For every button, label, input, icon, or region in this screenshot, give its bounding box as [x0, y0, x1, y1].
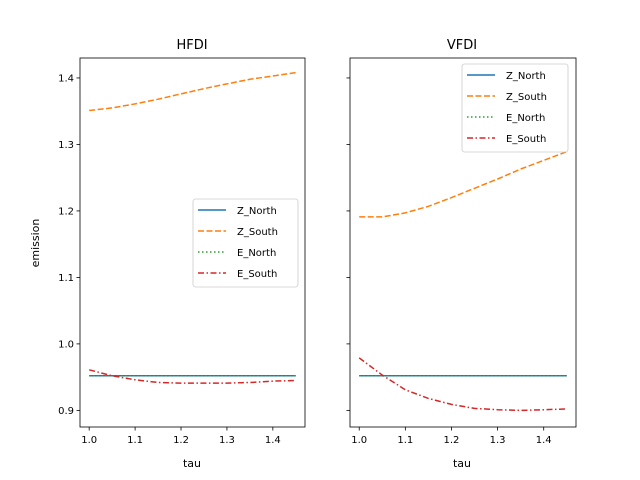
- vfdi-x-tick-label: 1.3: [490, 435, 506, 446]
- hfdi-y-tick-label: 1.4: [58, 73, 74, 84]
- hfdi-legend-label-z-south: Z_South: [237, 227, 278, 238]
- hfdi-y-tick-label: 0.9: [58, 406, 74, 417]
- hfdi-legend-label-e-south: E_South: [237, 269, 277, 280]
- hfdi-y-tick-label: 1.0: [58, 339, 74, 350]
- vfdi-x-tick-label: 1.1: [397, 435, 413, 446]
- vfdi-series-z-south-line: [359, 150, 568, 218]
- hfdi-legend-box: [192, 198, 299, 288]
- hfdi-series-z-south-line: [89, 71, 296, 112]
- hfdi-y-tick-label: 1.1: [58, 273, 74, 284]
- hfdi-panel: HFDI tau emission 1.0 1.1 1.2 1.3 1.4 0.9 1.0 1…: [29, 38, 306, 470]
- hfdi-legend-label-e-north: E_North: [237, 248, 276, 259]
- vfdi-series-e-south-line: [358, 357, 567, 412]
- hfdi-y-tick-label: 1.3: [58, 140, 74, 151]
- vfdi-legend-label-e-north: E_North: [506, 113, 545, 124]
- vfdi-panel: VFDI tau 1.0 1.1 1.2 1.3 1.4 Z_North Z_South E_…: [346, 38, 577, 470]
- hfdi-legend-label-z-north: Z_North: [237, 206, 277, 217]
- vfdi-legend-label-z-north: Z_North: [506, 71, 546, 82]
- vfdi-legend-label-e-south: E_South: [506, 134, 546, 145]
- vfdi-title: VFDI: [447, 38, 477, 53]
- vfdi-axes-frame: [349, 57, 577, 428]
- hfdi-x-tick-label: 1.1: [127, 435, 143, 446]
- vfdi-x-tick-label: 1.4: [536, 435, 552, 446]
- hfdi-x-axis-label: tau: [183, 457, 201, 470]
- vfdi-x-tick-label: 1.0: [351, 435, 367, 446]
- hfdi-x-tick-label: 1.3: [219, 435, 235, 446]
- hfdi-x-tick-label: 1.0: [81, 435, 97, 446]
- vfdi-legend-box: [461, 63, 569, 153]
- vfdi-legend-label-z-south: Z_South: [506, 92, 547, 103]
- hfdi-x-tick-label: 1.4: [265, 435, 281, 446]
- hfdi-x-tick-label: 1.2: [173, 435, 189, 446]
- y-axis-label: emission: [29, 219, 42, 268]
- vfdi-legend: Z_North Z_South E_North E_South: [461, 63, 569, 153]
- vfdi-x-tick-label: 1.2: [444, 435, 460, 446]
- hfdi-series-e-south-line: [89, 369, 296, 384]
- hfdi-legend: Z_North Z_South E_North E_South: [192, 198, 299, 288]
- hfdi-y-tick-label: 1.2: [58, 206, 74, 217]
- hfdi-title: HFDI: [176, 38, 207, 53]
- hfdi-axes-frame: [79, 57, 306, 428]
- vfdi-x-axis-label: tau: [453, 457, 471, 470]
